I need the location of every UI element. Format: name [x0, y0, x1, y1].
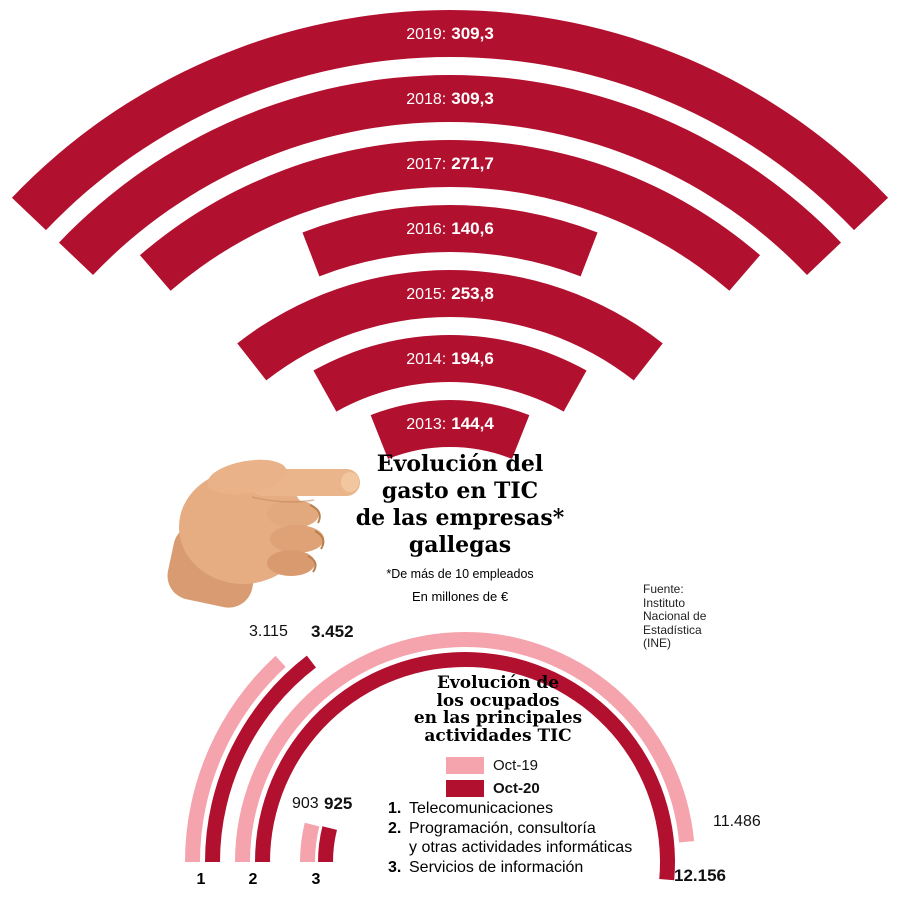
bottom-title-line: Evolución de — [436, 673, 560, 693]
arc-2019 — [11, 9, 889, 231]
list-item-text: Programación, consultoría — [409, 819, 596, 837]
legend-swatch-oct19 — [446, 756, 484, 774]
unit-note: En millones de € — [411, 589, 509, 604]
year-value: 271,7 — [451, 154, 494, 173]
bottom-title-line: los ocupados — [436, 690, 560, 711]
legend-swatch-oct20 — [446, 779, 484, 797]
year-text: 2013: — [406, 416, 447, 433]
main-title-line: Evolución del — [376, 451, 544, 477]
list-item-text: y otras actividades informáticas — [409, 839, 633, 856]
year-text: 2017: — [406, 156, 447, 173]
hand-shade-line — [251, 496, 315, 503]
year-text: 2016: — [406, 221, 447, 238]
value-label-oct20-programacion: 12.156 — [674, 866, 726, 885]
year-text: 2015: — [406, 286, 447, 303]
list-item-text: Telecomunicaciones — [409, 800, 554, 817]
arc-label-2018: 2018: 309,3 — [0, 89, 900, 110]
value-label-oct19-telecom: 3.115 — [249, 623, 288, 640]
hand-knuckle-line — [314, 530, 325, 550]
arc-2018 — [58, 74, 842, 275]
year-text: 2018: — [406, 91, 447, 108]
hand-curled-finger — [267, 500, 319, 528]
hand-curled-finger — [270, 525, 324, 553]
value-label-oct20-telecom: 3.452 — [311, 622, 354, 641]
hand-knuckle-line — [307, 555, 317, 573]
bottom-title-line: actividades TIC — [424, 725, 572, 746]
hand-knuckle-line — [309, 504, 321, 524]
axis-foot-label-1: 1 — [196, 871, 206, 888]
arc-label-2015: 2015: 253,8 — [0, 284, 900, 305]
arc-2013 — [370, 400, 530, 459]
list-item: 1. Telecomunicaciones — [388, 799, 632, 819]
year-value: 309,3 — [451, 24, 494, 43]
arc-label-2017: 2017: 271,7 — [0, 154, 900, 175]
main-title: Evolución del gasto en TIC de las empres… — [330, 451, 590, 559]
list-item-text: Servicios de información — [409, 858, 584, 876]
year-text: 2019: — [406, 26, 447, 43]
arc-oct20-cat1 — [205, 655, 316, 862]
hand-thumb — [207, 459, 287, 495]
list-item-continuation: y otras actividades informáticas — [388, 838, 632, 858]
source-line: (INE) — [643, 636, 671, 650]
hand-curled-finger — [267, 550, 315, 576]
arc-oct19-cat3 — [300, 822, 320, 862]
top-arc-fan-chart — [11, 9, 889, 459]
value-label-oct20-servicios: 925 — [324, 794, 353, 813]
bottom-chart-title: Evolución de los ocupados en las princip… — [400, 673, 596, 746]
source-line: Estadística — [643, 622, 702, 637]
arc-2014 — [313, 335, 587, 412]
main-title-line: gasto en TIC — [381, 478, 539, 504]
legend-row-oct19: Oct-19 — [446, 756, 538, 774]
source-line: Nacional de — [643, 609, 707, 623]
legend-label-oct20: Oct-20 — [493, 779, 540, 797]
source-line: Instituto — [643, 595, 686, 610]
legend-label-oct19: Oct-19 — [493, 756, 539, 774]
arc-oct19-cat1 — [185, 655, 286, 862]
arc-label-2019: 2019: 309,3 — [0, 24, 900, 45]
arc-2017 — [139, 140, 761, 291]
main-title-line: gallegas — [408, 532, 512, 558]
axis-foot-label-3: 3 — [311, 871, 321, 888]
value-label-oct19-programacion: 11.486 — [713, 813, 761, 830]
arc-label-2013: 2013: 144,4 — [0, 414, 900, 435]
source-line: Fuente: — [643, 582, 684, 596]
arc-label-2014: 2014: 194,6 — [0, 349, 900, 370]
arc-2015 — [237, 270, 663, 381]
axis-foot-label-2: 2 — [248, 871, 258, 888]
list-item-number: 1. — [388, 800, 402, 817]
legend-row-oct20: Oct-20 — [446, 779, 540, 797]
footnote-employees: *De más de 10 empleados — [386, 567, 534, 581]
year-value: 253,8 — [451, 284, 494, 303]
year-text: 2014: — [406, 351, 447, 368]
bottom-title-line: en las principales — [413, 708, 583, 728]
year-value: 194,6 — [451, 349, 494, 368]
value-label-oct19-servicios: 903 — [292, 795, 319, 812]
source-block: Fuente: Instituto Nacional de Estadístic… — [643, 582, 707, 651]
hand-fingernail — [341, 472, 359, 492]
year-value: 144,4 — [451, 414, 494, 433]
category-list: 1. Telecomunicaciones 2. Programación, con… — [388, 799, 632, 877]
arc-2016 — [302, 205, 598, 277]
year-value: 309,3 — [451, 89, 494, 108]
list-item: 2. Programación, consultoría — [388, 819, 632, 839]
year-value: 140,6 — [451, 219, 494, 238]
bottom-arc-race-chart — [185, 632, 695, 881]
pointing-hand-icon — [167, 459, 360, 608]
arc-label-2016: 2016: 140,6 — [0, 219, 900, 240]
list-item-number: 2. — [388, 819, 402, 837]
list-item: 3. Servicios de información — [388, 858, 632, 878]
arc-oct20-cat3 — [318, 826, 337, 862]
list-item-number: 3. — [388, 858, 402, 876]
main-title-line: de las empresas* — [355, 505, 565, 531]
